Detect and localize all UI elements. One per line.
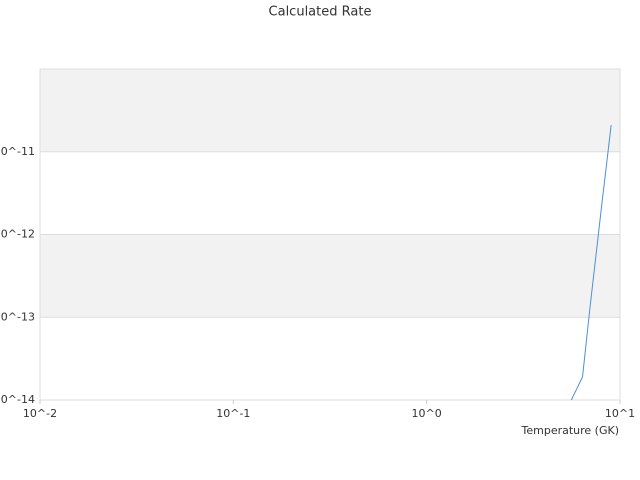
grid-band: [40, 69, 620, 152]
data-line: [570, 125, 612, 400]
chart-title: Calculated Rate: [269, 5, 372, 20]
x-tick-label: 10^-2: [23, 407, 57, 420]
plot-frame: [39, 68, 621, 401]
x-tick-label: 10^-1: [216, 407, 250, 420]
y-tick-label: 10^-11: [0, 145, 35, 158]
x-axis-label: Temperature (GK): [521, 424, 620, 437]
y-tick-label: 10^-12: [0, 228, 35, 241]
y-tick-label: 10^-13: [0, 310, 35, 323]
x-tick-label: 10^0: [412, 407, 442, 420]
x-tick-label: 10^1: [605, 407, 635, 420]
grid-band: [40, 234, 620, 318]
y-tick-label: 10^-14: [0, 393, 35, 406]
